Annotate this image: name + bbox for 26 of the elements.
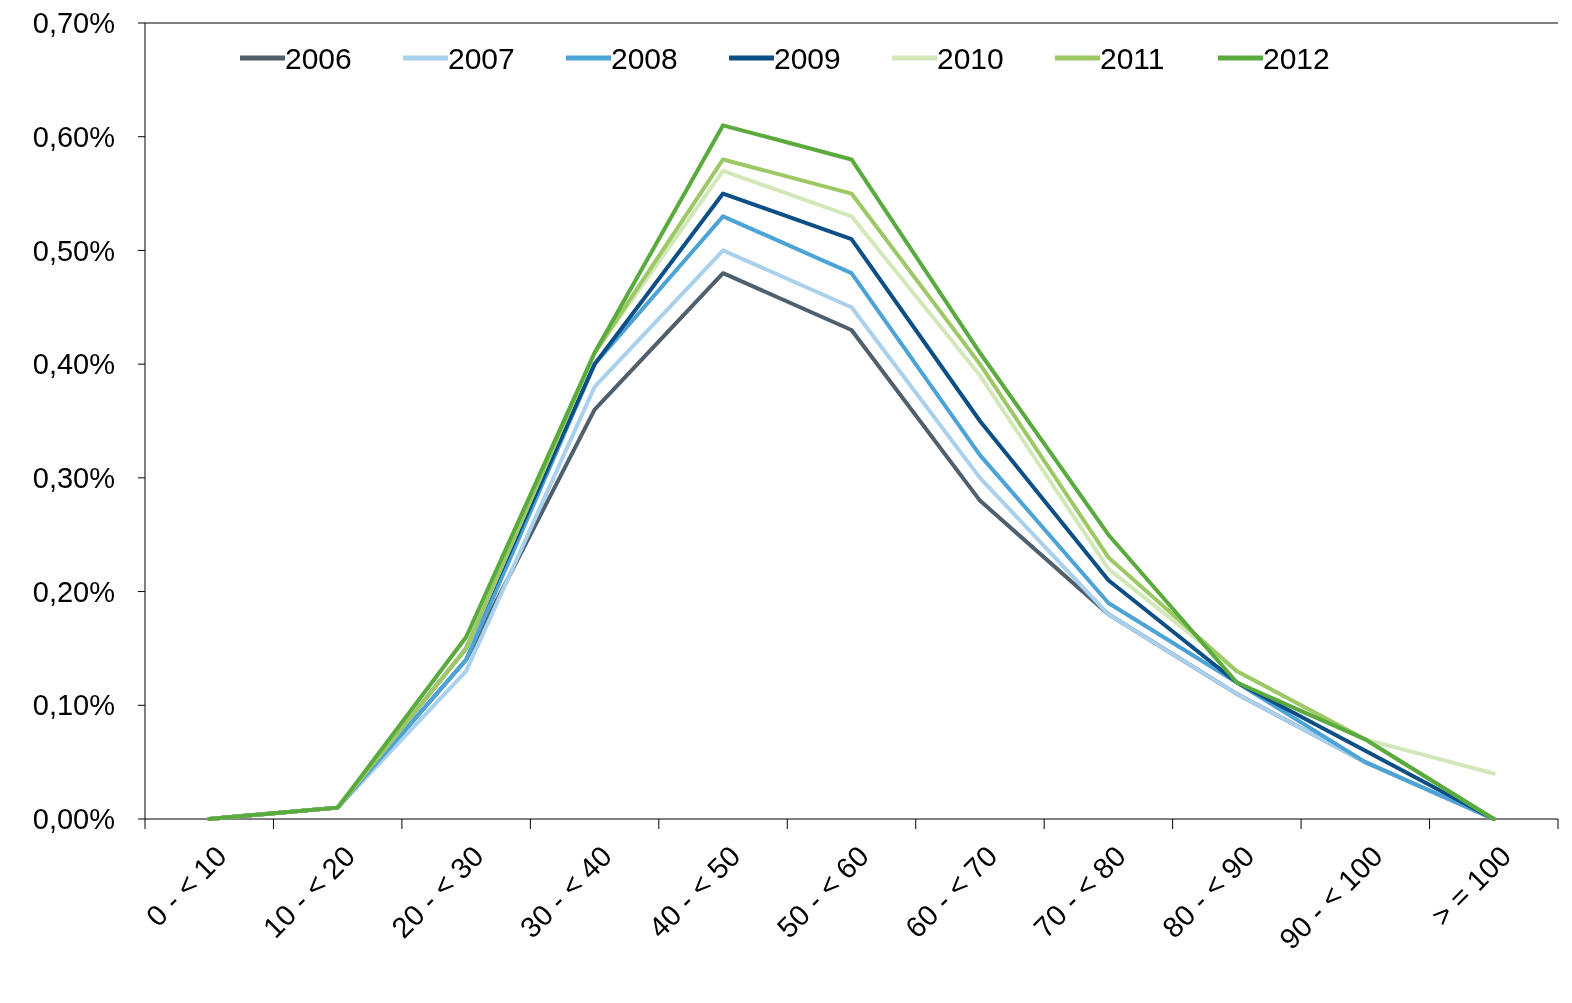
y-tick-label: 0,40% [32,348,115,381]
legend-label: 2010 [937,41,1004,75]
x-tick-label: 10 - < 20 [256,839,362,944]
legend-label: 2009 [774,41,841,75]
legend-label: 2012 [1263,41,1330,75]
y-tick-label: 0,00% [32,803,115,836]
x-tick-label: 50 - < 60 [770,839,875,944]
y-tick-label: 0,10% [32,689,115,722]
x-tick-label: 20 - < 30 [385,839,490,944]
x-tick-label: > = 100 [1425,839,1518,932]
y-tick-label: 0,60% [32,120,115,153]
legend-label: 2011 [1100,41,1165,75]
x-tick-label: 0 - < 10 [139,839,233,933]
legend-label: 2006 [285,41,352,75]
x-tick-label: 40 - < 50 [642,839,747,944]
x-tick-label: 90 - < 100 [1273,839,1389,956]
legend-label: 2008 [611,41,678,75]
x-tick-label: 30 - < 40 [513,839,619,944]
x-tick-label: 70 - < 80 [1027,839,1132,944]
y-tick-label: 0,50% [32,234,115,267]
legend-label: 2007 [448,41,515,75]
x-tick-label: 60 - < 70 [899,839,1004,944]
y-tick-label: 0,20% [32,575,115,608]
y-tick-label: 0,70% [32,7,115,40]
y-tick-label: 0,30% [32,462,115,495]
x-tick-label: 80 - < 90 [1156,839,1261,944]
